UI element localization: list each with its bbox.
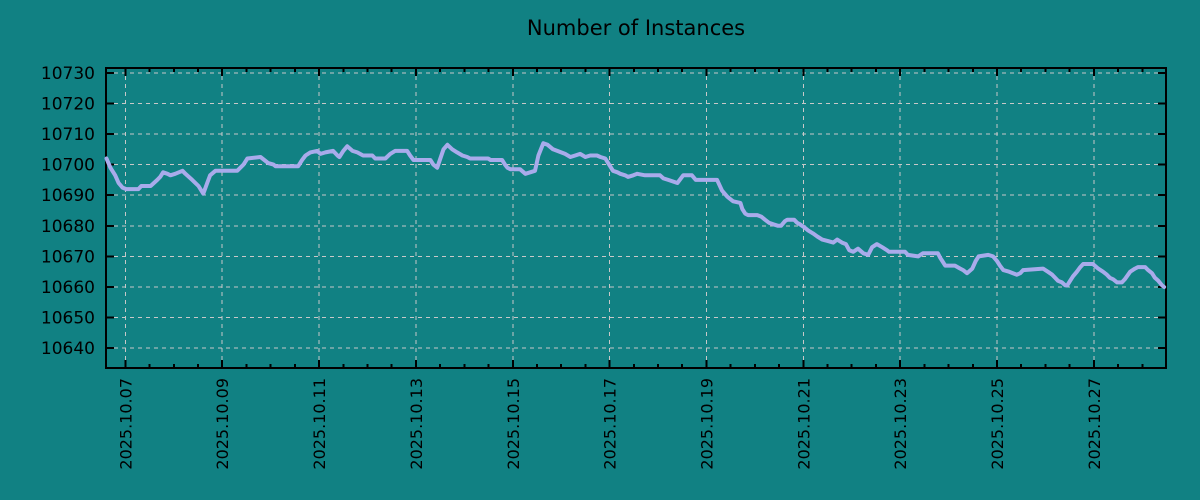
x-tick-label: 2025.10.21 bbox=[794, 378, 813, 470]
x-tick-label: 2025.10.07 bbox=[116, 378, 135, 470]
y-tick-label: 10650 bbox=[41, 309, 95, 329]
plot-border bbox=[105, 67, 1167, 369]
x-tick-label: 2025.10.17 bbox=[601, 378, 620, 470]
x-tick-label: 2025.10.19 bbox=[697, 378, 716, 470]
y-tick-label: 10720 bbox=[41, 94, 95, 114]
x-tick-label: 2025.10.27 bbox=[1085, 378, 1104, 470]
y-tick-label: 10660 bbox=[41, 278, 95, 298]
x-tick-label: 2025.10.23 bbox=[891, 378, 910, 470]
x-tick-label: 2025.10.09 bbox=[213, 378, 232, 470]
y-tick-label: 10730 bbox=[41, 64, 95, 84]
y-tick-label: 10710 bbox=[41, 125, 95, 145]
x-tick-label: 2025.10.25 bbox=[988, 378, 1007, 470]
x-tick-label: 2025.10.11 bbox=[310, 378, 329, 470]
y-tick-label: 10670 bbox=[41, 247, 95, 267]
chart-title: Number of Instances bbox=[526, 16, 746, 40]
x-tick-label: 2025.10.15 bbox=[504, 378, 523, 470]
y-tick-label: 10690 bbox=[41, 186, 95, 206]
y-tick-label: 10700 bbox=[41, 156, 95, 176]
y-tick-label: 10640 bbox=[41, 339, 95, 359]
y-tick-label: 10680 bbox=[41, 217, 95, 237]
x-tick-label: 2025.10.13 bbox=[407, 378, 426, 470]
data-line-instances bbox=[104, 141, 1167, 289]
